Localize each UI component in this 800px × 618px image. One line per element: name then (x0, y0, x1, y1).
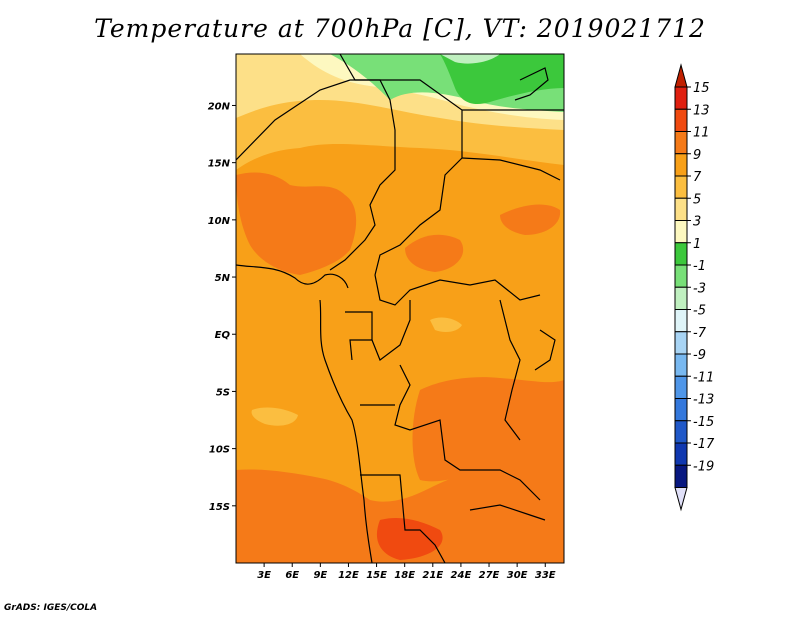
x-tick-label: 15E (366, 570, 387, 581)
y-tick-label: 20N (208, 101, 231, 112)
colorbar-label: -11 (693, 370, 714, 385)
colorbar-label: 1 (693, 237, 701, 252)
x-tick-label: 9E (313, 570, 327, 581)
colorbar-label: 15 (693, 81, 710, 96)
border-car (374, 274, 541, 306)
colorbar-label: -13 (693, 393, 714, 408)
colorbar-label: -7 (693, 326, 707, 341)
border-congo (371, 300, 411, 361)
field-warm-south (236, 462, 564, 563)
border-chad (374, 79, 463, 276)
border-sudan (461, 157, 561, 181)
colorbar-label: -1 (693, 259, 706, 274)
colorbar-swatch (674, 153, 688, 177)
colorbar-top-triangle (674, 63, 688, 88)
border-niger-nigeria (236, 79, 396, 271)
gulf-of-guinea-coast (236, 264, 349, 289)
x-tick-label: 18E (394, 570, 415, 581)
colorbar-swatch (674, 175, 688, 199)
colorbar-swatch (674, 242, 688, 266)
colorbar-label: 3 (693, 215, 701, 230)
colorbar-swatch (674, 331, 688, 355)
boundaries (236, 54, 564, 563)
x-tick-label: 6E (285, 570, 299, 581)
border-rift (499, 299, 521, 441)
border-angola-south (360, 474, 446, 563)
field-band-m1 (440, 54, 500, 64)
colorbar-swatch (674, 353, 688, 377)
atlantic-coast (319, 299, 373, 563)
red-sea (514, 67, 549, 101)
y-axis-ticks: 20N 15N 10N 5N EQ 5S 10S 15S (208, 101, 236, 513)
grads-credit: GrADS: IGES/COLA (4, 603, 98, 613)
colorbar-label: 5 (693, 192, 701, 207)
x-tick-label: 27E (479, 570, 500, 581)
colorbar-swatch (674, 108, 688, 132)
field-warm-westafrica (236, 172, 357, 275)
y-tick-label: 10N (208, 216, 231, 227)
colorbar-label: 13 (693, 103, 710, 118)
colorbar-swatch (674, 398, 688, 422)
field-warm-chad (405, 234, 464, 272)
y-tick-label: 15S (209, 502, 230, 513)
colorbar-swatch (674, 420, 688, 444)
field-cool-patch-2 (430, 317, 462, 333)
colorbar-swatch (674, 309, 688, 333)
field-warm-southeast (412, 377, 564, 482)
colorbar-label: -19 (693, 459, 714, 474)
colorbar-label: 11 (693, 126, 710, 141)
x-tick-label: 30E (507, 570, 528, 581)
colorbar-label: -15 (693, 415, 714, 430)
lake-victoria (534, 329, 556, 371)
map-title: Temperature at 700hPa [C], VT: 201902171… (94, 14, 706, 43)
field-band-1b (440, 54, 564, 105)
y-tick-label: 15N (208, 159, 231, 170)
colorbar-swatch (674, 375, 688, 399)
colorbar-swatch (674, 264, 688, 288)
map-frame (235, 53, 565, 564)
colorbar-swatch (674, 286, 688, 310)
colorbar-swatch (674, 86, 688, 110)
x-tick-label: 33E (535, 570, 556, 581)
colorbar-bottom-triangle (674, 487, 688, 512)
colorbar-label: -3 (693, 281, 706, 296)
field-warm-sudan (500, 204, 561, 235)
field-hot-south (376, 518, 443, 560)
border-drc-south (394, 364, 541, 501)
x-tick-label: 24E (451, 570, 472, 581)
temperature-field (236, 54, 564, 563)
border-north (339, 54, 380, 81)
colorbar-swatch (674, 197, 688, 221)
colorbar-label: 7 (693, 170, 702, 185)
colorbar-swatch (674, 464, 688, 488)
x-tick-label: 21E (422, 570, 443, 581)
colorbar-swatch (674, 131, 688, 155)
colorbar: 15 13 11 9 7 5 3 1 -1 -3 -5 -7 -9 -11 -13 -15 -17 -19 (674, 63, 715, 512)
x-tick-label: 3E (257, 570, 271, 581)
y-tick-label: EQ (215, 330, 231, 341)
colorbar-label: -17 (693, 437, 715, 452)
y-tick-label: 10S (209, 445, 230, 456)
colorbar-label: -5 (693, 304, 706, 319)
y-tick-label: 5S (216, 387, 230, 398)
x-tick-label: 12E (338, 570, 359, 581)
x-axis-ticks: 3E 6E 9E 12E 15E 18E 21E 24E 27E 30E 33E (257, 563, 556, 581)
field-cool-patch (251, 407, 298, 426)
y-tick-label: 5N (215, 273, 231, 284)
border-zambia (469, 504, 546, 521)
colorbar-label: -9 (693, 348, 706, 363)
colorbar-swatch (674, 442, 688, 466)
colorbar-swatch (674, 220, 688, 244)
colorbar-label: 9 (693, 148, 701, 163)
